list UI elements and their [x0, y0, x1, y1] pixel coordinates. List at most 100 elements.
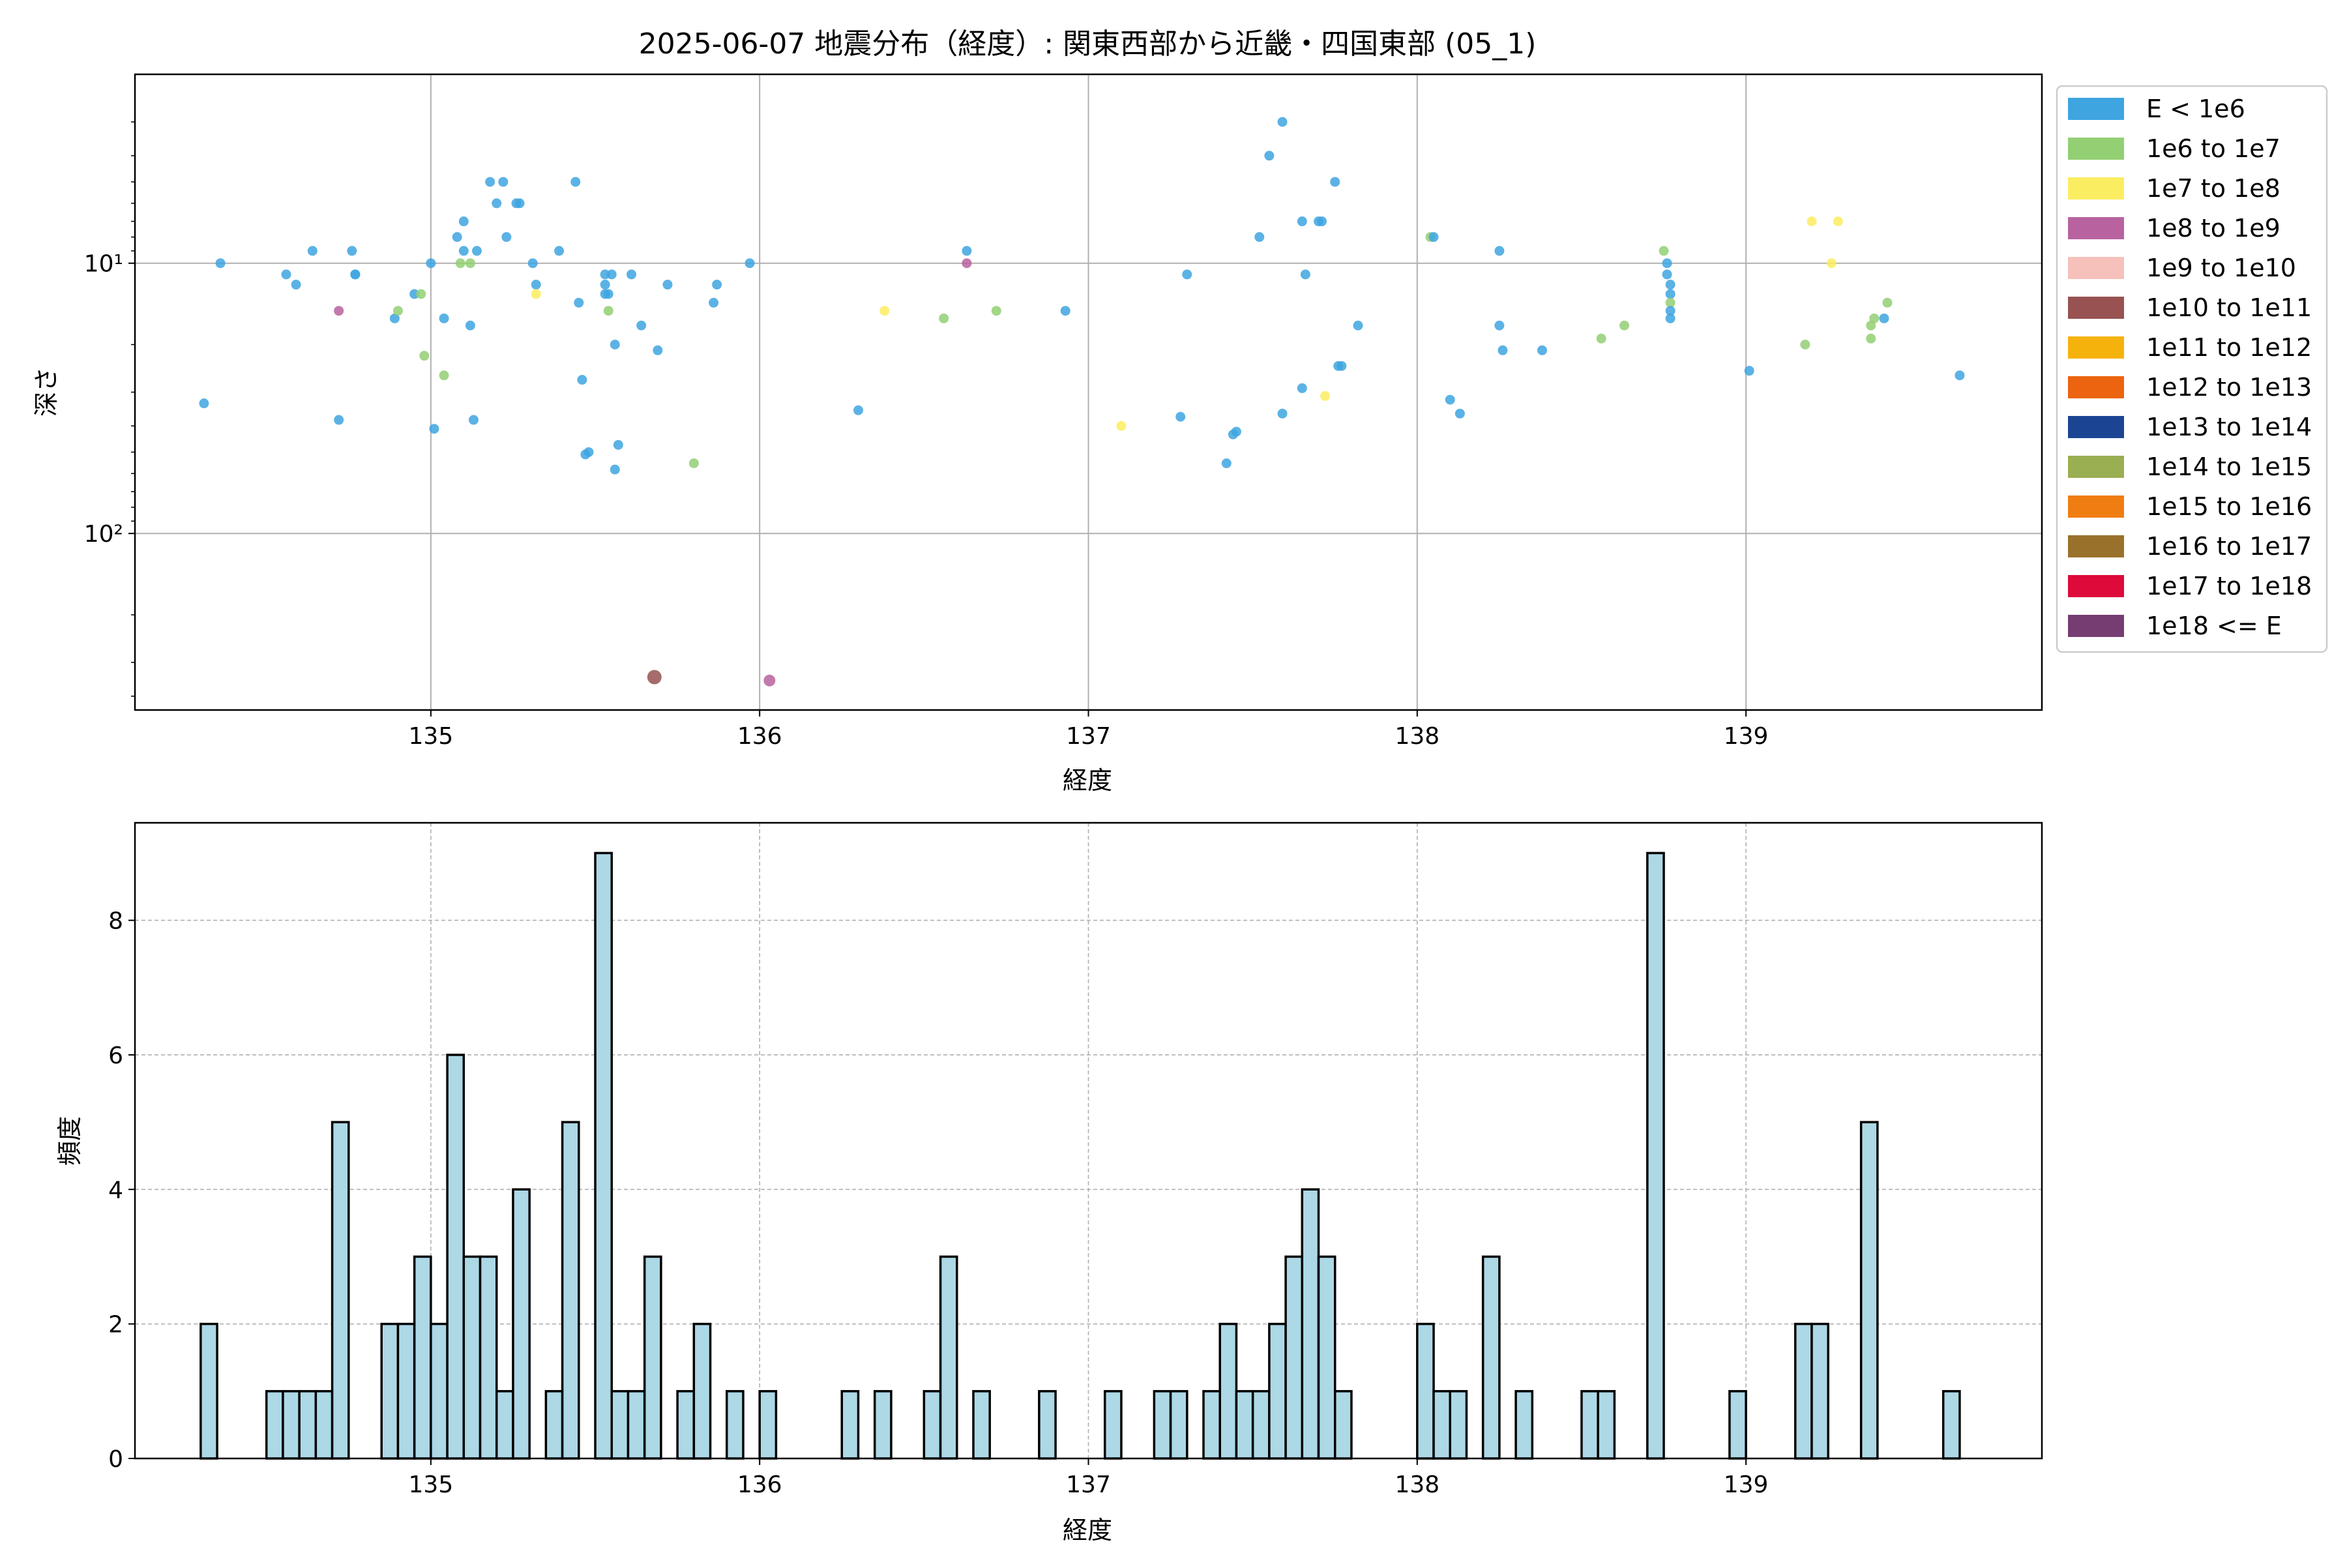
- scatter-point: [471, 246, 482, 256]
- scatter-points: [199, 117, 1965, 687]
- histogram-bar: [199, 1322, 218, 1460]
- legend-swatch: [2068, 336, 2124, 359]
- histogram-bar: [1416, 1322, 1435, 1460]
- scatter-point: [199, 398, 209, 409]
- scatter-point: [1320, 391, 1331, 401]
- histogram-x-axis: 135 136 137 138 139: [409, 1458, 1769, 1498]
- histogram-y-tick-label: 4: [108, 1177, 123, 1204]
- scatter-point: [527, 258, 538, 269]
- scatter-point: [468, 415, 479, 425]
- scatter-point: [429, 424, 439, 434]
- scatter-x-tick-label: 136: [737, 723, 782, 750]
- scatter-point: [574, 297, 584, 308]
- legend-swatch: [2068, 297, 2124, 319]
- scatter-point: [583, 447, 594, 457]
- histogram-bar: [462, 1255, 482, 1460]
- scatter-point: [1175, 411, 1186, 422]
- scatter-point: [1662, 269, 1672, 280]
- histogram-bar: [1333, 1390, 1353, 1460]
- scatter-point: [531, 280, 541, 290]
- histogram-bar: [396, 1322, 416, 1460]
- scatter-x-axis-label: 経度: [1063, 766, 1112, 795]
- histogram-bar: [1301, 1188, 1320, 1460]
- histogram-bar: [314, 1390, 334, 1460]
- scatter-point: [1454, 408, 1465, 419]
- histogram-bar: [380, 1322, 400, 1460]
- legend-entry: E < 1e6: [2146, 95, 2245, 123]
- scatter-point: [1596, 333, 1606, 344]
- scatter-point: [1879, 313, 1889, 323]
- legend-frame: [2056, 85, 2328, 653]
- histogram-y-tick-label: 6: [108, 1043, 123, 1069]
- scatter-point: [1807, 216, 1817, 227]
- histogram-bar: [430, 1322, 449, 1460]
- histogram-bar: [939, 1255, 958, 1460]
- scatter-point: [389, 313, 400, 323]
- scatter-point: [1116, 421, 1127, 431]
- scatter-point: [1665, 289, 1675, 299]
- histogram-y-axis: 0 2 4 6 8: [108, 908, 135, 1473]
- scatter-point: [416, 289, 426, 299]
- legend-entry: 1e12 to 1e13: [2146, 373, 2312, 402]
- histogram-bar: [495, 1390, 514, 1460]
- histogram-bar: [512, 1188, 531, 1460]
- legend-entry: 1e6 to 1e7: [2146, 134, 2281, 163]
- histogram-bar: [1794, 1322, 1813, 1460]
- legend-swatch: [2068, 496, 2124, 518]
- histogram-bar: [1317, 1255, 1336, 1460]
- histogram-bar: [1202, 1390, 1221, 1460]
- histogram-x-tick-label: 139: [1724, 1472, 1769, 1498]
- scatter-point: [307, 246, 317, 256]
- legend-swatch: [2068, 535, 2124, 557]
- scatter-point: [1182, 269, 1192, 280]
- histogram-bar: [1941, 1390, 1961, 1460]
- scatter-point: [465, 258, 475, 269]
- legend-entry: 1e18 <= E: [2146, 612, 2282, 640]
- scatter-point: [281, 269, 291, 280]
- scatter-x-tick-label: 135: [409, 723, 454, 750]
- legend-swatch: [2068, 575, 2124, 597]
- legend-entry: 1e17 to 1e18: [2146, 572, 2312, 600]
- histogram-bar: [1514, 1390, 1534, 1460]
- histogram-bar: [1251, 1390, 1271, 1460]
- scatter-point: [458, 216, 469, 227]
- histogram-bar: [1728, 1390, 1747, 1460]
- histogram-bar: [561, 1121, 580, 1460]
- scatter-point: [627, 269, 637, 280]
- scatter-point: [514, 198, 525, 209]
- scatter-point: [1665, 280, 1675, 290]
- histogram-bar: [446, 1054, 465, 1460]
- histogram-bar: [1646, 851, 1665, 1460]
- histogram-bar: [331, 1121, 350, 1460]
- histogram-bar: [594, 851, 613, 1460]
- scatter-y-axis-label: 深さ: [32, 367, 61, 417]
- scatter-point: [1353, 320, 1363, 331]
- scatter-point: [1869, 313, 1880, 323]
- histogram-bar: [1859, 1121, 1879, 1460]
- scatter-point: [1659, 246, 1669, 256]
- scatter-point: [1445, 394, 1455, 405]
- scatter-point: [1800, 340, 1810, 350]
- histogram-bar: [972, 1390, 991, 1460]
- scatter-point: [334, 306, 344, 316]
- scatter-point: [1494, 320, 1505, 331]
- histogram-x-tick-label: 135: [409, 1472, 454, 1498]
- scatter-point: [1060, 306, 1070, 316]
- scatter-point: [350, 269, 361, 280]
- histogram-bar: [726, 1390, 745, 1460]
- scatter-point: [939, 313, 949, 323]
- histogram-bar: [1235, 1390, 1254, 1460]
- legend-swatch: [2068, 217, 2124, 239]
- histogram-bar: [923, 1390, 942, 1460]
- histogram-bar: [692, 1322, 712, 1460]
- histogram-bar: [282, 1390, 301, 1460]
- scatter-point: [606, 269, 617, 280]
- legend-entry: 1e14 to 1e15: [2146, 452, 2312, 481]
- scatter-point: [452, 232, 462, 243]
- histogram-bar: [544, 1390, 564, 1460]
- scatter-point: [347, 246, 357, 256]
- legend-entry: 1e15 to 1e16: [2146, 492, 2312, 521]
- scatter-point: [1264, 151, 1275, 161]
- scatter-point: [1336, 361, 1347, 371]
